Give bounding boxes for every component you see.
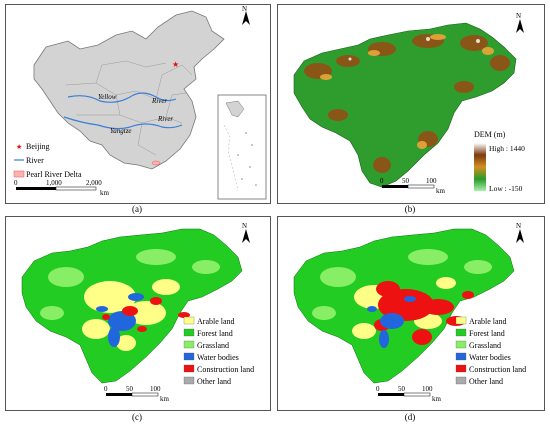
dem-legend: DEM (m) High : 1440 Low : -150 xyxy=(474,130,525,193)
svg-text:100: 100 xyxy=(150,385,161,393)
svg-text:N: N xyxy=(516,222,521,230)
svg-text:Grassland: Grassland xyxy=(469,341,501,350)
svg-text:2,000: 2,000 xyxy=(86,179,102,187)
svg-text:0: 0 xyxy=(104,385,108,393)
scale-bar-c: 0 50 100 km xyxy=(104,385,170,403)
scale-bar-d: 0 50 100 km xyxy=(376,385,442,403)
land-use-map-c: N Arable land Forest land Grassland Wate… xyxy=(5,216,271,411)
svg-text:Beijing: Beijing xyxy=(26,142,50,151)
river-label-yellow-2: River xyxy=(151,97,167,105)
china-location-map: Yellow River Yangtze River ★ N ★ Beijing… xyxy=(5,4,271,204)
north-arrow-icon: N xyxy=(242,222,250,243)
svg-text:50: 50 xyxy=(126,385,134,393)
caption-d: (d) xyxy=(404,412,416,422)
svg-text:Water bodies: Water bodies xyxy=(197,353,239,362)
svg-text:Water bodies: Water bodies xyxy=(469,353,511,362)
svg-text:Other land: Other land xyxy=(469,377,503,386)
svg-text:0: 0 xyxy=(376,385,380,393)
province-boundaries xyxy=(65,60,193,156)
caption-c: (c) xyxy=(132,412,142,422)
svg-text:Arable land: Arable land xyxy=(197,317,235,326)
beijing-star-icon: ★ xyxy=(172,60,179,69)
yangtze-river xyxy=(63,116,183,130)
prd-marker xyxy=(151,160,161,166)
svg-text:50: 50 xyxy=(398,385,406,393)
caption-a: (a) xyxy=(132,204,142,214)
river-label-yangtze: Yangtze xyxy=(110,127,132,135)
svg-text:km: km xyxy=(100,189,110,197)
svg-text:N: N xyxy=(242,222,247,230)
scale-bar-a: 0 1,000 2,000 km xyxy=(14,179,110,197)
svg-text:Construction land: Construction land xyxy=(469,365,526,374)
svg-text:100: 100 xyxy=(426,177,437,185)
svg-text:Other land: Other land xyxy=(197,377,231,386)
svg-text:N: N xyxy=(516,12,521,20)
north-arrow-icon: N xyxy=(242,5,250,25)
svg-text:100: 100 xyxy=(422,385,433,393)
svg-text:★: ★ xyxy=(16,143,22,151)
landuse-legend-d: Arable land Forest land Grassland Water … xyxy=(455,316,526,386)
legend-a: ★ Beijing River Pearl River Delta xyxy=(13,142,82,179)
svg-text:Forest land: Forest land xyxy=(469,329,505,338)
river-label-yangtze-2: River xyxy=(157,115,173,123)
china-outline xyxy=(33,10,225,170)
svg-text:km: km xyxy=(432,395,442,403)
svg-text:Low : -150: Low : -150 xyxy=(489,184,523,193)
svg-text:Forest land: Forest land xyxy=(197,329,233,338)
svg-text:50: 50 xyxy=(402,177,410,185)
svg-text:River: River xyxy=(26,156,44,165)
svg-text:0: 0 xyxy=(14,179,18,187)
landuse-legend-c: Arable land Forest land Grassland Water … xyxy=(183,316,254,386)
svg-text:km: km xyxy=(436,187,446,195)
land-use-map-d: N Arable land Forest land Grassland Wate… xyxy=(277,216,545,411)
svg-text:km: km xyxy=(160,395,170,403)
north-arrow-icon: N xyxy=(516,222,524,243)
svg-text:1,000: 1,000 xyxy=(46,179,62,187)
svg-text:DEM (m): DEM (m) xyxy=(474,130,506,139)
scale-bar-b: 0 50 100 km xyxy=(380,177,446,195)
highland-patches xyxy=(304,34,510,173)
svg-text:Construction land: Construction land xyxy=(197,365,254,374)
dem-map: N DEM (m) High : 1440 Low : -150 0 50 10… xyxy=(277,4,545,204)
svg-text:Pearl River Delta: Pearl River Delta xyxy=(26,170,82,179)
svg-text:0: 0 xyxy=(380,177,384,185)
north-arrow-icon: N xyxy=(516,12,524,33)
river-label-yellow: Yellow xyxy=(98,93,117,101)
svg-text:Arable land: Arable land xyxy=(469,317,507,326)
svg-text:N: N xyxy=(242,5,247,13)
caption-b: (b) xyxy=(404,204,416,214)
yellow-river xyxy=(67,92,177,103)
svg-text:Grassland: Grassland xyxy=(197,341,229,350)
south-sea-inset xyxy=(217,94,267,200)
svg-text:High : 1440: High : 1440 xyxy=(489,144,525,153)
